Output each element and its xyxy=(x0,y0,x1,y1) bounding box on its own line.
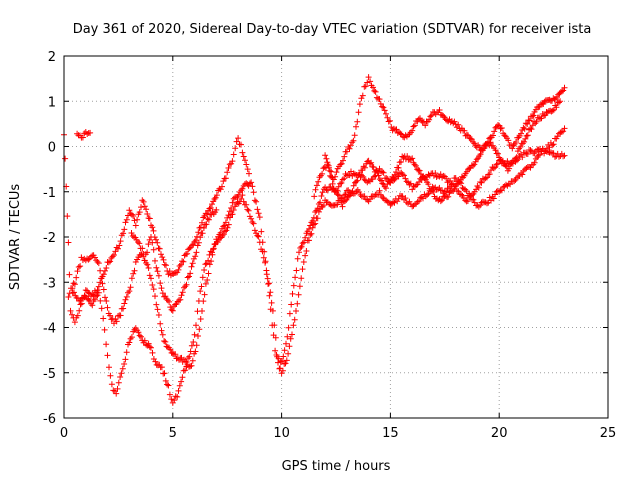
y-tick-label: -6 xyxy=(43,412,56,427)
x-tick-label: 20 xyxy=(491,426,508,441)
y-tick-label: 1 xyxy=(48,95,56,110)
plus-markers-arc-7 xyxy=(322,98,564,210)
plus-markers-arc-5 xyxy=(128,206,220,314)
x-axis-label: GPS time / hours xyxy=(282,459,391,474)
series-arc-7 xyxy=(322,98,564,210)
x-tick-label: 5 xyxy=(169,426,177,441)
x-tick-label: 10 xyxy=(273,426,290,441)
y-tick-label: -5 xyxy=(43,367,56,382)
y-tick-label: -3 xyxy=(43,276,56,291)
y-tick-label: -2 xyxy=(43,231,56,246)
y-axis-ticks: -6 -5 -4 -3 -2 -1 0 1 2 xyxy=(43,50,608,427)
chart-title: Day 361 of 2020, Sidereal Day-to-day VTE… xyxy=(73,22,592,37)
x-tick-label: 15 xyxy=(382,426,399,441)
series-arc-3 xyxy=(65,125,568,377)
series-arc-4 xyxy=(74,129,94,141)
plus-markers-arc-4 xyxy=(74,129,94,141)
y-tick-label: 0 xyxy=(48,141,56,156)
x-tick-label: 25 xyxy=(600,426,617,441)
y-axis-label: SDTVAR / TECUs xyxy=(8,184,23,291)
x-tick-label: 0 xyxy=(60,426,68,441)
y-tick-label: -4 xyxy=(43,322,56,337)
x-axis-ticks: 0 5 10 15 20 25 xyxy=(60,56,616,441)
plus-markers-arc-3 xyxy=(65,125,568,377)
y-tick-label: 2 xyxy=(48,50,56,65)
series-arc-5 xyxy=(128,206,220,314)
y-tick-label: -1 xyxy=(43,186,56,201)
